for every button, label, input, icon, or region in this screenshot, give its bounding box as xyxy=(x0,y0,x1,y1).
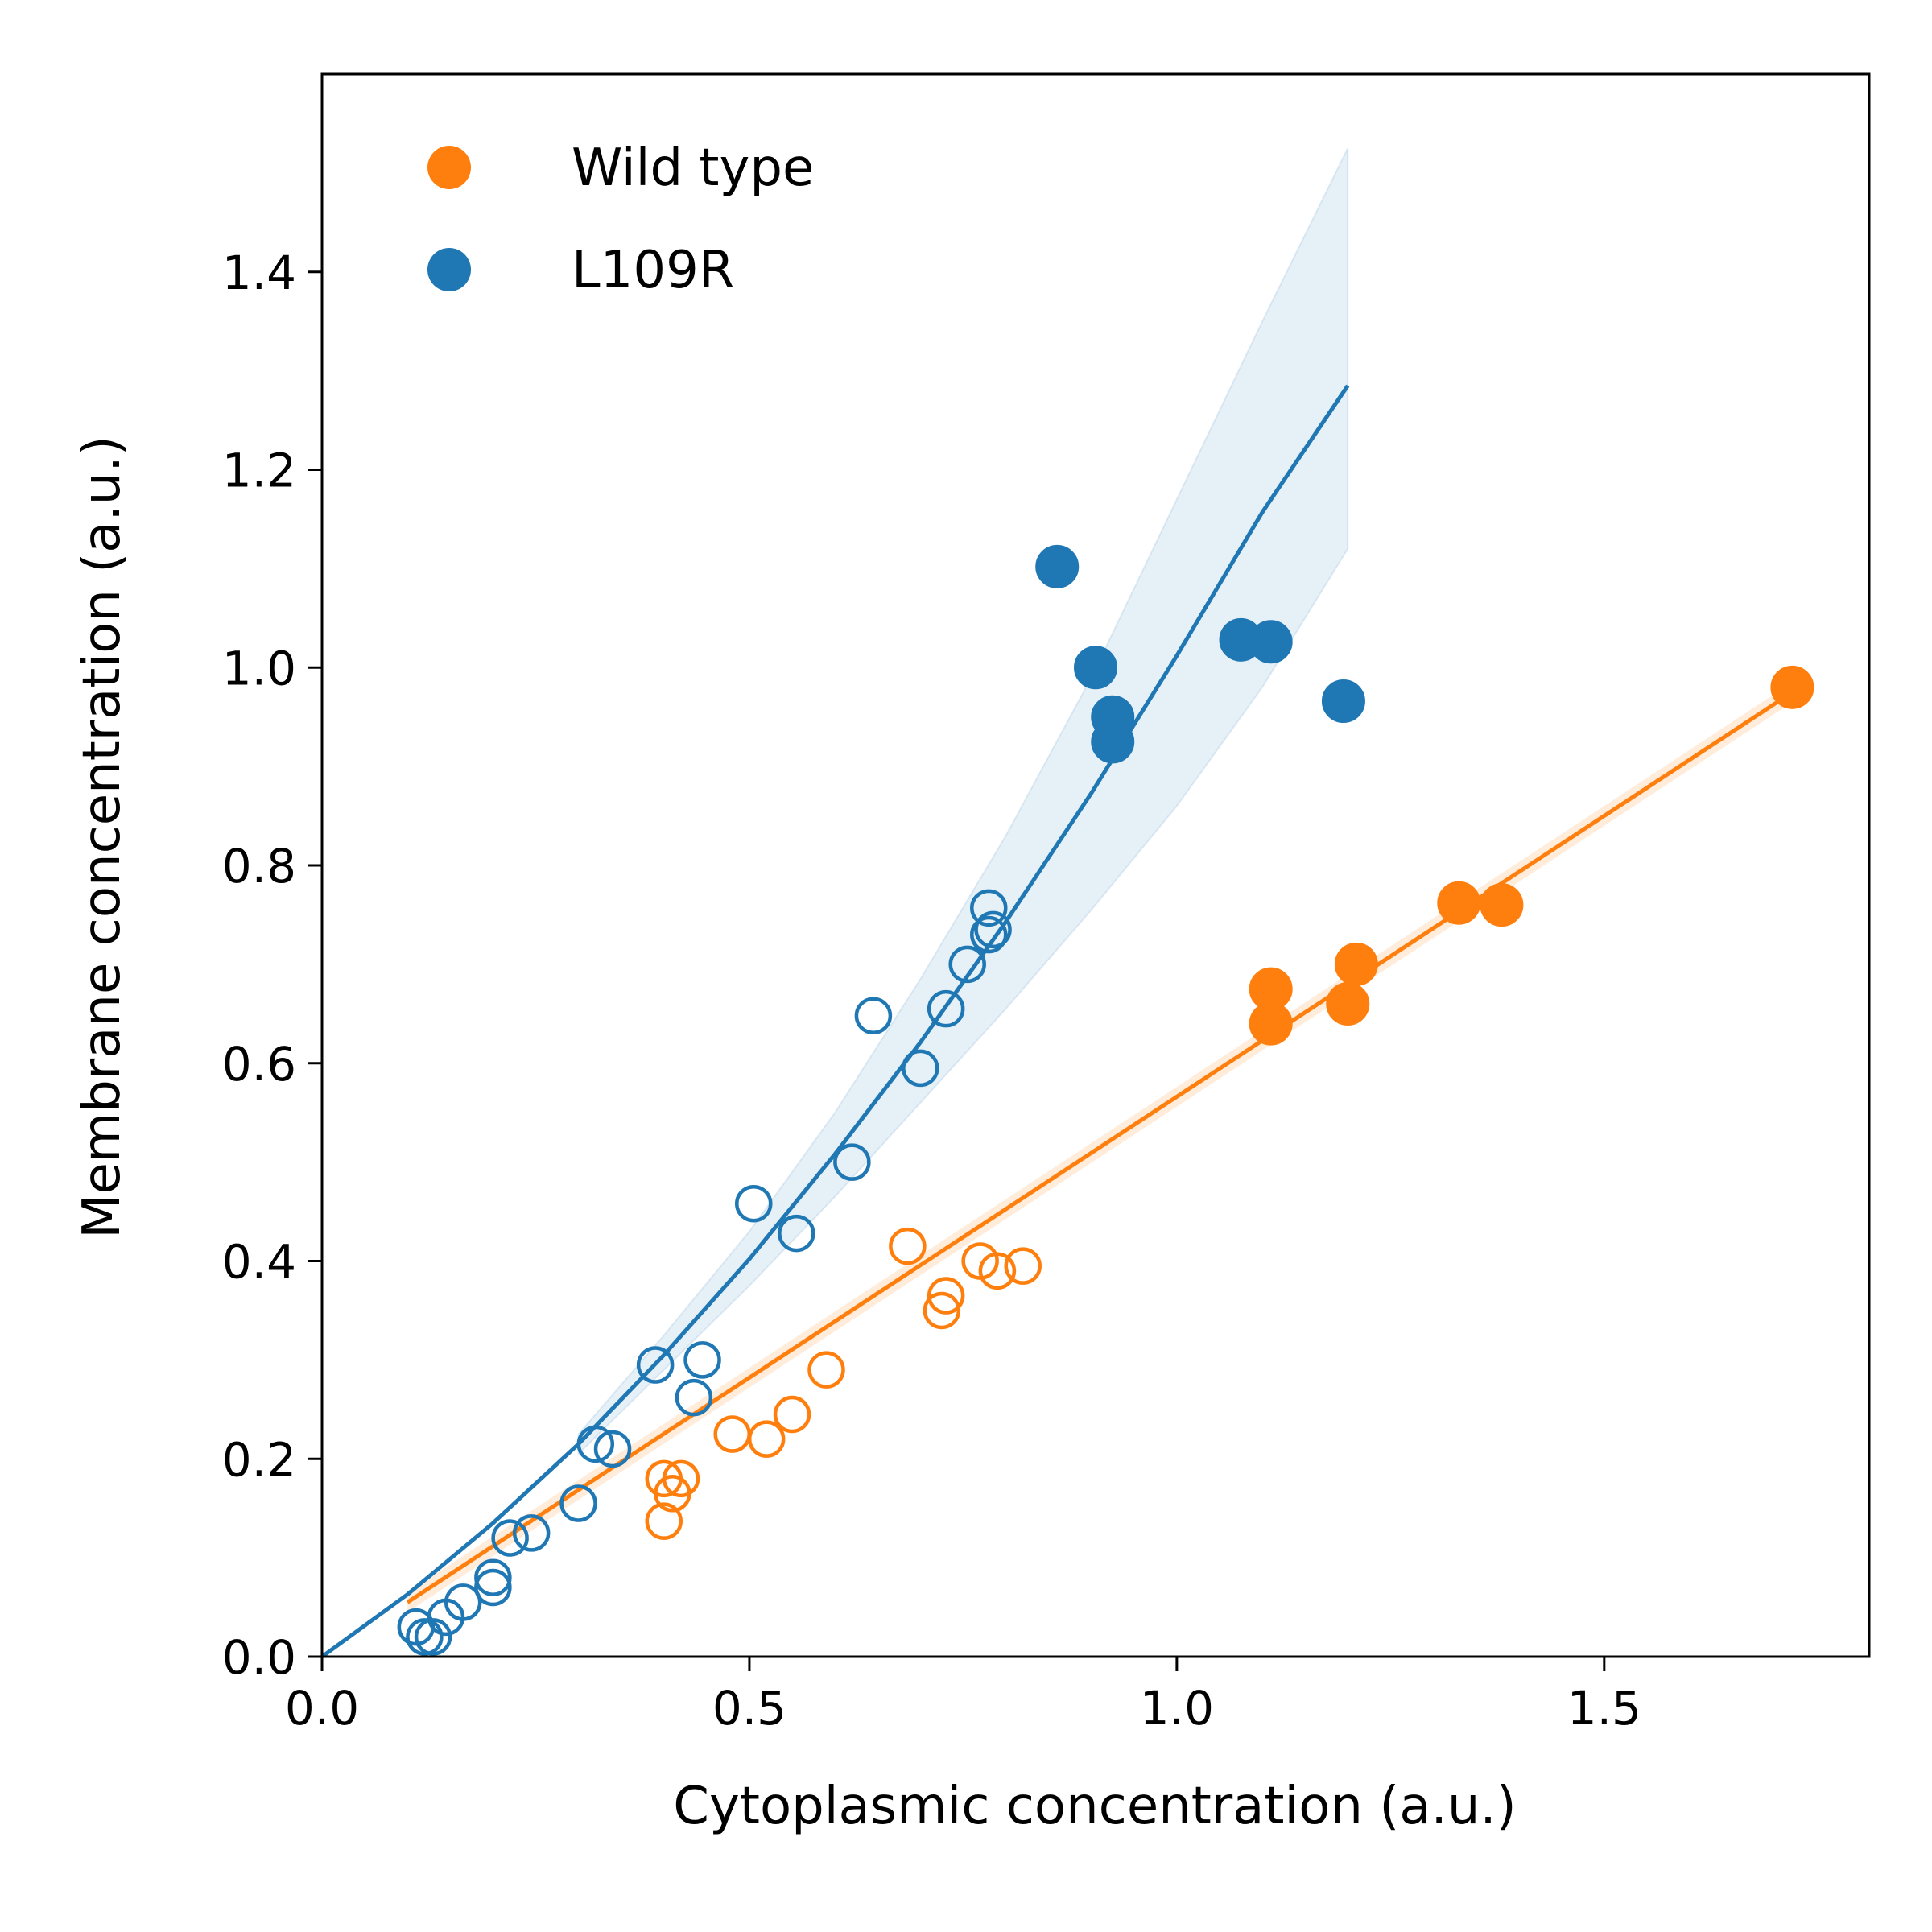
wild-type-open-point xyxy=(1004,1247,1042,1285)
x-tick-label: 0.0 xyxy=(285,1681,359,1736)
y-axis-ticks: 0.0 0.2 0.4 0.6 0.8 1.0 1.2 1.4 xyxy=(222,246,322,1685)
l109r-open-point xyxy=(970,915,1008,954)
l109r-open-point xyxy=(414,1618,452,1656)
y-tick-label: 0.6 xyxy=(222,1037,296,1092)
wild-type-open-point xyxy=(927,1277,965,1315)
y-tick-label: 1.4 xyxy=(222,246,296,300)
fit-lines xyxy=(320,384,1794,1659)
legend-label: L109R xyxy=(572,241,734,300)
legend: Wild type L109R xyxy=(427,138,814,300)
wild-type-filled-point xyxy=(1334,942,1378,986)
wild-type-open-point xyxy=(923,1291,961,1330)
l109r-open-point xyxy=(474,1558,512,1596)
wild-type-open-point xyxy=(654,1475,691,1513)
legend-label: Wild type xyxy=(572,138,814,198)
wild-type-filled-point xyxy=(1480,883,1524,927)
wild-type-fit-line xyxy=(406,690,1794,1604)
x-tick-label: 1.5 xyxy=(1567,1681,1641,1736)
l109r-open-point xyxy=(778,1214,815,1253)
l109r-open-point xyxy=(491,1519,529,1557)
l109r-filled-point xyxy=(1074,646,1117,690)
wild-type-filled-point xyxy=(1770,665,1814,709)
y-tick-label: 1.2 xyxy=(222,444,296,498)
x-axis-label: Cytoplasmic concentration (a.u.) xyxy=(673,1777,1516,1836)
l109r-confidence-band xyxy=(577,147,1349,1456)
l109r-open-point xyxy=(675,1378,713,1417)
l109r-fit-curve xyxy=(320,384,1350,1659)
l109r-filled-point xyxy=(1249,620,1293,664)
y-tick-label: 0.8 xyxy=(222,839,296,894)
l109r-open-point xyxy=(559,1484,597,1522)
legend-marker xyxy=(427,146,471,189)
l109r-open-point xyxy=(970,889,1008,927)
wild-type-filled-point xyxy=(1326,982,1370,1026)
wild-type-open-point xyxy=(807,1351,845,1389)
wild-type-filled-point xyxy=(1437,881,1481,925)
wild-type-open-point xyxy=(645,1502,683,1540)
wild-type-open-point xyxy=(773,1395,811,1434)
y-tick-label: 0.4 xyxy=(222,1235,296,1290)
l109r-filled-point xyxy=(1321,679,1365,724)
x-tick-label: 1.0 xyxy=(1140,1681,1214,1736)
l109r-open-point xyxy=(593,1430,632,1468)
x-axis-ticks: 0.0 0.5 1.0 1.5 xyxy=(285,1657,1641,1736)
l109r-open-point xyxy=(444,1583,482,1621)
data-points xyxy=(397,544,1814,1656)
l109r-open-point xyxy=(406,1618,444,1656)
l109r-open-point xyxy=(512,1514,551,1552)
y-axis-label: Membrane concentration (a.u.) xyxy=(72,436,132,1238)
l109r-open-point xyxy=(833,1143,871,1181)
l109r-filled-point xyxy=(1091,720,1135,764)
y-tick-label: 0.2 xyxy=(222,1432,296,1487)
l109r-open-point xyxy=(474,1568,512,1607)
l109r-open-point xyxy=(636,1346,675,1384)
wild-type-open-point xyxy=(889,1227,927,1265)
l109r-filled-point xyxy=(1035,544,1080,588)
wild-type-open-point xyxy=(978,1252,1017,1290)
legend-marker xyxy=(427,248,471,291)
wild-type-filled-point xyxy=(1249,1001,1293,1046)
y-tick-label: 1.0 xyxy=(222,641,296,696)
l109r-open-point xyxy=(948,945,986,984)
l109r-open-point xyxy=(683,1341,721,1379)
l109r-open-point xyxy=(854,997,893,1035)
l109r-open-point xyxy=(902,1049,939,1088)
l109r-open-point xyxy=(734,1184,773,1223)
l109r-open-point xyxy=(974,910,1012,949)
x-tick-label: 0.5 xyxy=(712,1681,786,1736)
y-tick-label: 0.0 xyxy=(222,1630,296,1685)
l109r-open-point xyxy=(927,989,965,1028)
l109r-open-point xyxy=(576,1425,615,1463)
wild-type-open-point xyxy=(747,1420,786,1458)
